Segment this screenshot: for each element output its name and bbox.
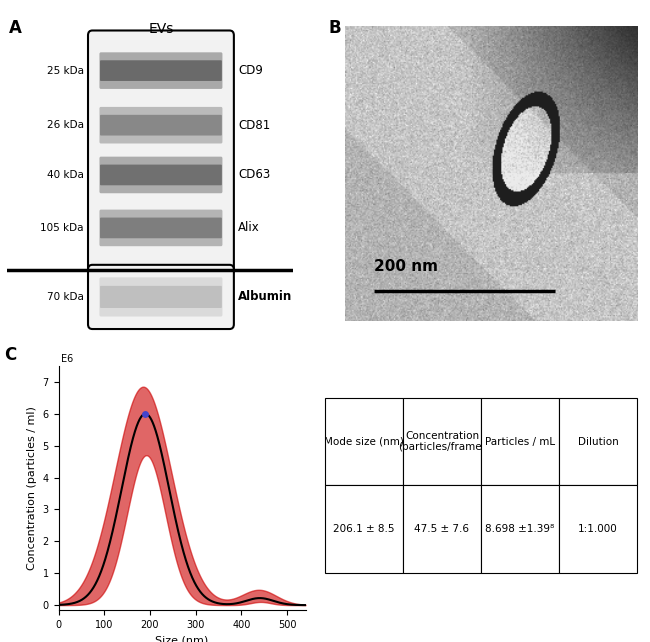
Text: 200 nm: 200 nm xyxy=(374,259,437,273)
Text: CD63: CD63 xyxy=(238,168,270,182)
FancyBboxPatch shape xyxy=(100,218,222,238)
FancyBboxPatch shape xyxy=(99,210,222,246)
X-axis label: Size (nm): Size (nm) xyxy=(155,635,209,642)
Y-axis label: Concentration (particles / ml): Concentration (particles / ml) xyxy=(27,406,37,570)
Text: Albumin: Albumin xyxy=(238,290,292,304)
Text: 105 kDa: 105 kDa xyxy=(40,223,84,233)
Text: E6: E6 xyxy=(61,354,73,363)
Text: CD9: CD9 xyxy=(238,64,263,77)
Text: EVs: EVs xyxy=(148,22,174,37)
FancyBboxPatch shape xyxy=(99,53,222,89)
Text: 25 kDa: 25 kDa xyxy=(47,65,84,76)
FancyBboxPatch shape xyxy=(99,277,222,317)
Text: B: B xyxy=(328,19,341,37)
FancyBboxPatch shape xyxy=(100,115,222,135)
FancyBboxPatch shape xyxy=(100,164,222,186)
Text: Alix: Alix xyxy=(238,221,260,234)
FancyBboxPatch shape xyxy=(99,157,222,193)
FancyBboxPatch shape xyxy=(100,60,222,81)
FancyBboxPatch shape xyxy=(99,107,222,144)
Text: A: A xyxy=(9,19,22,37)
Text: C: C xyxy=(4,347,16,365)
Text: 40 kDa: 40 kDa xyxy=(47,170,84,180)
FancyBboxPatch shape xyxy=(88,30,234,275)
FancyBboxPatch shape xyxy=(88,265,234,329)
Text: 26 kDa: 26 kDa xyxy=(47,120,84,130)
Text: CD81: CD81 xyxy=(238,119,270,132)
FancyBboxPatch shape xyxy=(100,286,222,308)
Text: 70 kDa: 70 kDa xyxy=(47,292,84,302)
